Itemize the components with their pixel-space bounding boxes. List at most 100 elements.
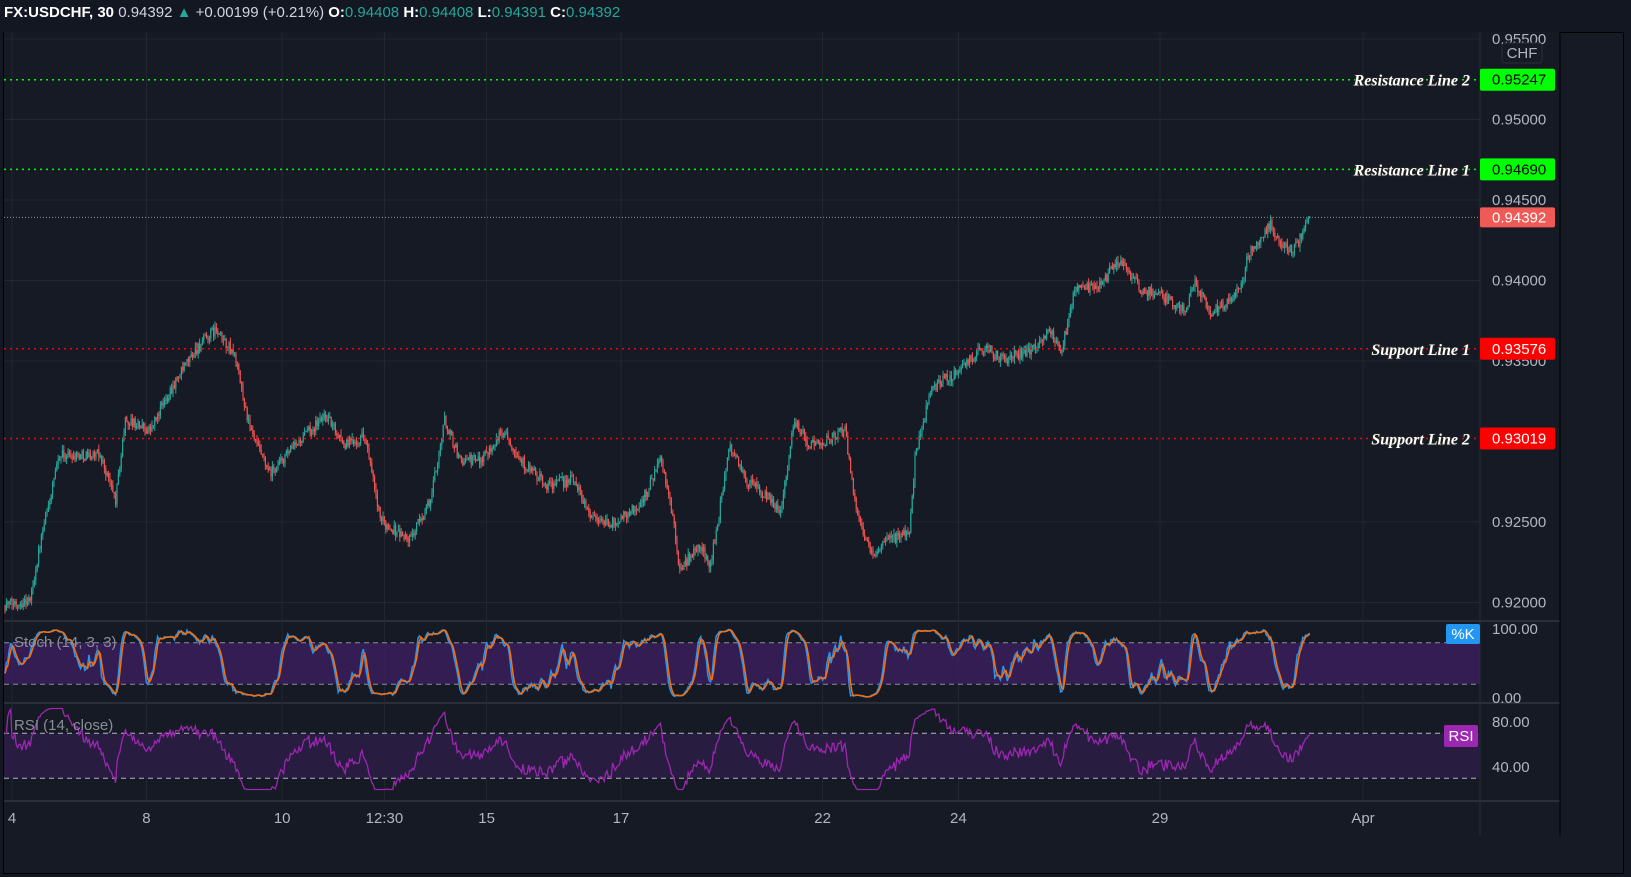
candle [378, 504, 380, 512]
candle-body [214, 327, 216, 337]
candle-body [1299, 234, 1301, 247]
candle [73, 450, 75, 461]
candle [1072, 290, 1074, 310]
candle-body [74, 455, 76, 460]
candle [256, 435, 258, 447]
candle [935, 383, 937, 393]
candle-body [896, 533, 898, 543]
candle [1205, 296, 1207, 310]
candle-body [746, 481, 748, 486]
candle [547, 480, 549, 493]
candle [481, 455, 483, 467]
candle-body [403, 535, 405, 539]
candle-body [859, 517, 861, 524]
candle [677, 550, 679, 566]
candle [36, 563, 38, 573]
candle-body [631, 505, 633, 512]
candle [572, 473, 574, 486]
candle [218, 332, 220, 335]
candle [624, 510, 626, 518]
candle-body [946, 373, 948, 382]
candle [1107, 268, 1109, 284]
candle [344, 443, 346, 451]
candle-body [665, 471, 667, 485]
candle-body [1201, 292, 1203, 298]
candle-body [677, 550, 679, 565]
candle [883, 538, 885, 543]
candle [47, 500, 49, 513]
candle-body [847, 435, 849, 455]
candle [40, 532, 42, 553]
candle-body [63, 450, 65, 457]
candle [42, 527, 44, 541]
candle [334, 421, 336, 436]
candle [221, 331, 223, 344]
candle [533, 465, 535, 471]
candle-body [357, 443, 359, 445]
candle-body [1247, 256, 1249, 258]
candle-body [1165, 293, 1167, 303]
candle [376, 489, 378, 512]
candle-body [1221, 301, 1223, 308]
candle [10, 598, 12, 605]
candle [431, 488, 433, 504]
candle [131, 413, 133, 431]
candle [596, 513, 598, 525]
candle-body [689, 553, 691, 562]
candle [606, 513, 608, 526]
candle [1268, 220, 1270, 233]
candle-body [194, 347, 196, 355]
candle [273, 464, 275, 474]
candle-body [393, 525, 395, 534]
candle-body [1039, 340, 1041, 344]
candle [161, 400, 163, 410]
candle-body [768, 494, 770, 496]
candle-body [318, 422, 320, 427]
support-price-badge [1480, 337, 1555, 360]
candle-body [929, 394, 931, 396]
candle-body [1186, 307, 1188, 313]
candle [837, 427, 839, 443]
candle-body [528, 463, 530, 470]
candle-body [1156, 293, 1158, 295]
candle-body [278, 461, 280, 465]
candle [199, 338, 201, 354]
candle-body [185, 362, 187, 364]
candle [936, 379, 938, 393]
candle [346, 438, 348, 450]
candle [565, 474, 567, 492]
candle-body [446, 425, 448, 431]
candle [1275, 236, 1277, 241]
candle-body [655, 469, 657, 472]
candle [873, 553, 875, 557]
candle [494, 444, 496, 451]
candle [715, 526, 717, 546]
candle-body [1226, 299, 1228, 308]
candle-body [1263, 236, 1265, 238]
candle [714, 538, 716, 544]
candle-body [1291, 244, 1293, 254]
candle-body [152, 425, 154, 427]
candle [833, 430, 835, 438]
candle [627, 511, 629, 523]
candle-body [283, 459, 285, 464]
candle-body [913, 482, 915, 496]
candle [318, 417, 320, 430]
candle [255, 438, 257, 444]
candle [645, 488, 647, 501]
candle [278, 456, 280, 466]
candle-body [882, 541, 884, 546]
candle [540, 471, 542, 481]
candle [612, 516, 614, 531]
candle-body [15, 601, 17, 606]
candle-body [1079, 284, 1081, 288]
candle [57, 454, 59, 469]
candle-body [918, 435, 920, 449]
candle [280, 453, 282, 464]
candle [1232, 294, 1234, 303]
candle-body [805, 436, 807, 442]
candle-body [563, 476, 565, 488]
symbol-name[interactable]: FX:USDCHF, 30 [4, 4, 115, 21]
candle-body [1041, 339, 1043, 342]
